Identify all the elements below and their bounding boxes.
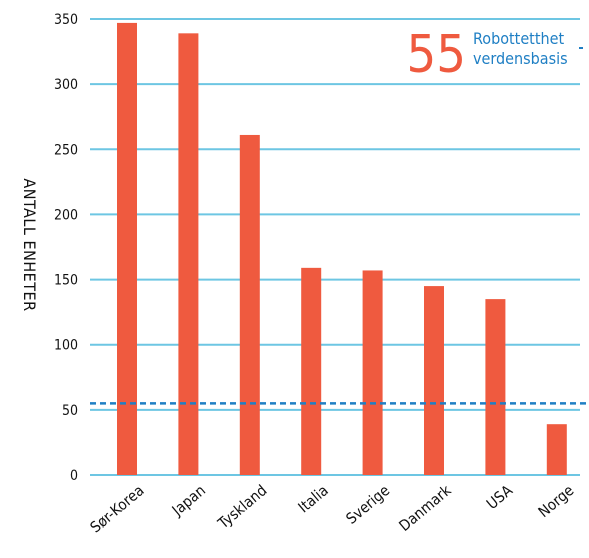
y-axis-label: ANTALL ENHETER	[20, 178, 39, 311]
bar	[424, 286, 444, 475]
x-axis-labels: Sør-Korea Japan Tyskland Italia Sverige Danma…	[87, 481, 578, 537]
y-tick-label: 0	[70, 468, 78, 484]
y-tick-label: 100	[54, 338, 78, 354]
gridlines	[90, 18, 580, 476]
y-axis-ticks: 0 50 100 150 200 250 300 350	[54, 12, 78, 484]
y-tick-label: 50	[62, 403, 78, 419]
x-category-label: Japan	[168, 481, 209, 520]
bar	[301, 267, 322, 475]
bar	[485, 299, 506, 475]
reference-value-label: 55	[406, 25, 466, 85]
bar	[546, 424, 567, 475]
reference-text-line-1: Robottetthet	[473, 29, 564, 48]
y-tick-label: 350	[54, 12, 78, 28]
y-tick-label: 250	[54, 142, 78, 158]
bar	[239, 134, 260, 475]
x-category-label: USA	[483, 481, 517, 513]
bar	[178, 33, 199, 476]
y-tick-label: 300	[54, 77, 78, 93]
bar	[117, 22, 137, 476]
bar	[362, 270, 383, 475]
reference-text-line-2: verdensbasis	[473, 49, 568, 68]
y-tick-label: 150	[54, 273, 78, 289]
x-category-label: Sør-Korea	[87, 481, 148, 536]
y-tick-label: 200	[54, 207, 78, 223]
x-category-label: Norge	[535, 481, 578, 521]
x-category-label: Italia	[295, 481, 332, 516]
bars	[117, 22, 567, 476]
x-category-label: Danmark	[396, 481, 455, 535]
x-category-label: Sverige	[343, 481, 394, 528]
x-category-label: Tyskland	[214, 481, 271, 533]
